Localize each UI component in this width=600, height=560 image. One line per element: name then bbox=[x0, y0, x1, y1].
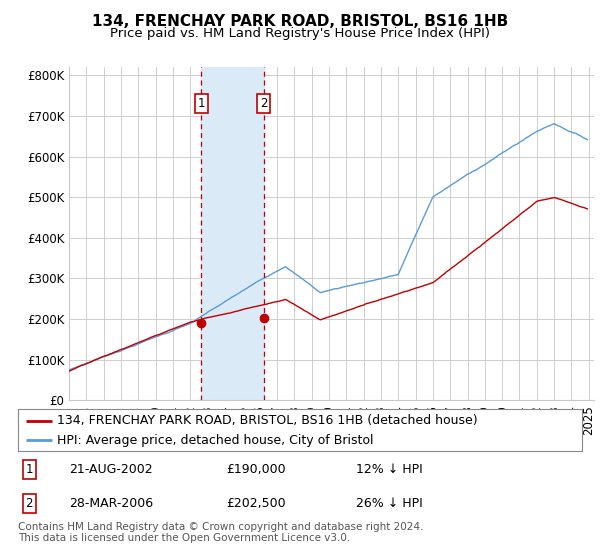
Bar bbox=[202, 67, 264, 400]
Text: 1: 1 bbox=[197, 97, 205, 110]
Text: 134, FRENCHAY PARK ROAD, BRISTOL, BS16 1HB (detached house): 134, FRENCHAY PARK ROAD, BRISTOL, BS16 1… bbox=[58, 414, 478, 427]
Text: 26% ↓ HPI: 26% ↓ HPI bbox=[356, 497, 423, 510]
Text: 134, FRENCHAY PARK ROAD, BRISTOL, BS16 1HB: 134, FRENCHAY PARK ROAD, BRISTOL, BS16 1… bbox=[92, 14, 508, 29]
Text: Contains HM Land Registry data © Crown copyright and database right 2024.: Contains HM Land Registry data © Crown c… bbox=[18, 522, 424, 532]
Text: 1: 1 bbox=[26, 463, 33, 476]
Text: This data is licensed under the Open Government Licence v3.0.: This data is licensed under the Open Gov… bbox=[18, 533, 350, 543]
Text: 12% ↓ HPI: 12% ↓ HPI bbox=[356, 463, 423, 476]
Text: Price paid vs. HM Land Registry's House Price Index (HPI): Price paid vs. HM Land Registry's House … bbox=[110, 27, 490, 40]
Text: £202,500: £202,500 bbox=[227, 497, 286, 510]
Text: £190,000: £190,000 bbox=[227, 463, 286, 476]
Text: HPI: Average price, detached house, City of Bristol: HPI: Average price, detached house, City… bbox=[58, 434, 374, 447]
Text: 2: 2 bbox=[260, 97, 268, 110]
Text: 2: 2 bbox=[26, 497, 33, 510]
Text: 28-MAR-2006: 28-MAR-2006 bbox=[69, 497, 153, 510]
Text: 21-AUG-2002: 21-AUG-2002 bbox=[69, 463, 152, 476]
